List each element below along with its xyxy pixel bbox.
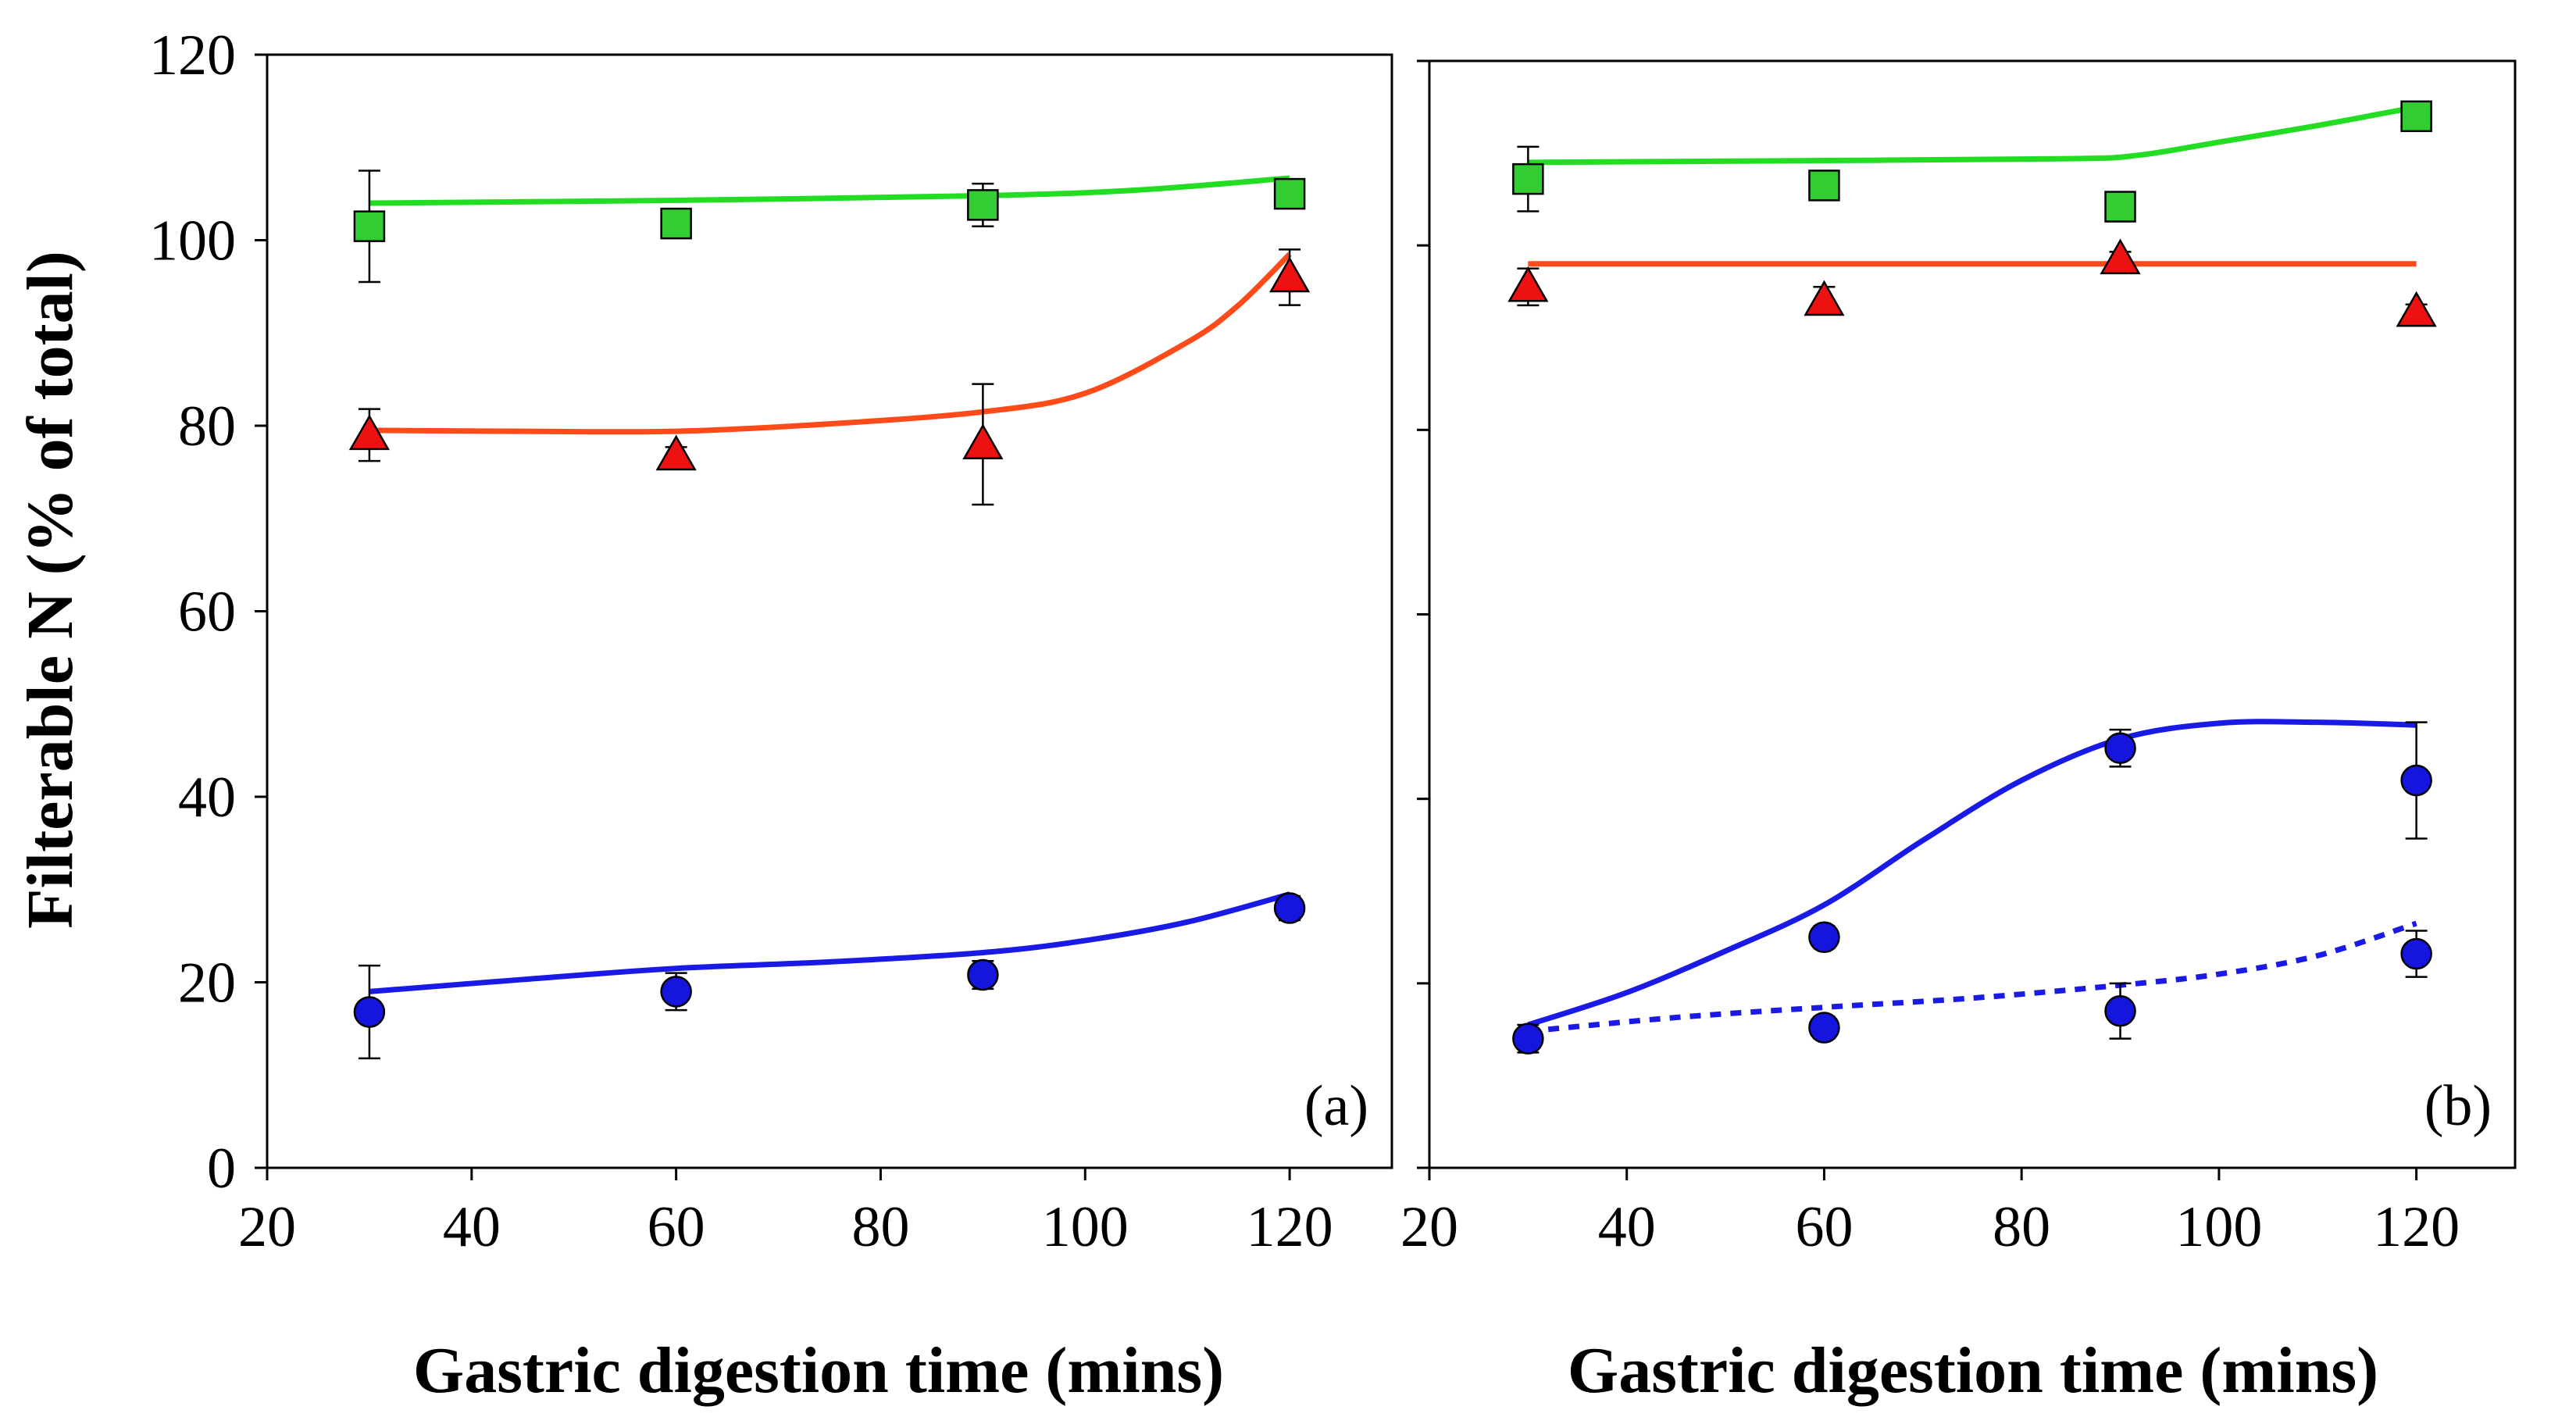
fit-line-square [369,175,1290,206]
x-tick-label: 60 [1795,1195,1853,1259]
x-tick-label: 20 [1400,1195,1458,1259]
data-point-circle [2400,937,2432,970]
data-point-circle [660,976,692,1008]
x-tick-label: 100 [1042,1195,1129,1259]
data-point-triangle [1268,256,1311,293]
x-axis-title-b: Gastric digestion time (mins) [1568,1334,2378,1407]
y-tick-label: 20 [178,951,236,1015]
y-tick-label: 40 [178,766,236,830]
panel-label-b: (b) [2424,1074,2492,1138]
data-point-circle [2400,764,2432,797]
fit-line-triangle [369,252,1292,435]
data-point-triangle [2100,238,2141,275]
fit-line-circle [369,891,1291,994]
x-tick-label: 80 [851,1195,909,1259]
panel-label-a: (a) [1304,1074,1368,1138]
x-tick-label: 60 [648,1195,705,1259]
data-point-circle [1808,1012,1840,1044]
data-point-square [2400,100,2432,133]
fit-lines-a [369,175,1292,994]
data-point-circle [967,958,999,991]
x-tick-label: 40 [443,1195,501,1259]
data-point-triangle [348,414,391,451]
fit-line-circle [1527,719,2417,1028]
panel-b: 20 40 60 80 100 120 (b) [1400,59,2517,1259]
data-point-triangle [655,434,697,471]
ticks-b: 20 40 60 80 100 120 [1400,59,2460,1259]
x-tick-label: 80 [1993,1195,2050,1259]
fit-line-square [1528,104,2417,166]
fit-line-circle-dotted [1528,920,2417,1034]
x-tick-label: 120 [1247,1195,1333,1259]
y-tick-label: 120 [149,23,236,87]
data-point-square [1273,177,1306,210]
x-tick-label: 120 [2373,1195,2460,1259]
y-tick-label: 100 [149,209,236,273]
data-point-circle [2104,732,2136,764]
data-marks-b [1507,100,2437,1055]
data-point-circle [1512,1023,1544,1055]
data-point-triangle [1507,266,1549,302]
data-point-square [660,207,692,240]
data-point-triangle [1804,280,1845,316]
x-tick-label: 20 [238,1195,296,1259]
data-point-triangle [2396,291,2437,327]
data-point-square [353,210,386,242]
data-point-square [967,189,999,221]
y-tick-label: 0 [207,1137,236,1201]
y-tick-label: 60 [178,580,236,644]
x-tick-label: 100 [2175,1195,2262,1259]
data-point-square [2104,191,2136,223]
x-tick-label: 40 [1598,1195,1656,1259]
data-point-triangle [962,423,1004,459]
data-point-circle [2104,995,2136,1027]
data-marks-a [348,170,1311,1060]
data-point-circle [1808,921,1840,954]
data-point-square [1512,162,1544,195]
data-point-square [1808,170,1840,202]
fit-lines-b [1527,104,2417,1034]
x-axis-title-a: Gastric digestion time (mins) [413,1334,1224,1407]
data-point-circle [1273,892,1306,924]
data-point-circle [353,996,386,1028]
y-axis-title: Filterable N (% of total) [14,251,87,929]
y-tick-label: 80 [178,394,236,459]
